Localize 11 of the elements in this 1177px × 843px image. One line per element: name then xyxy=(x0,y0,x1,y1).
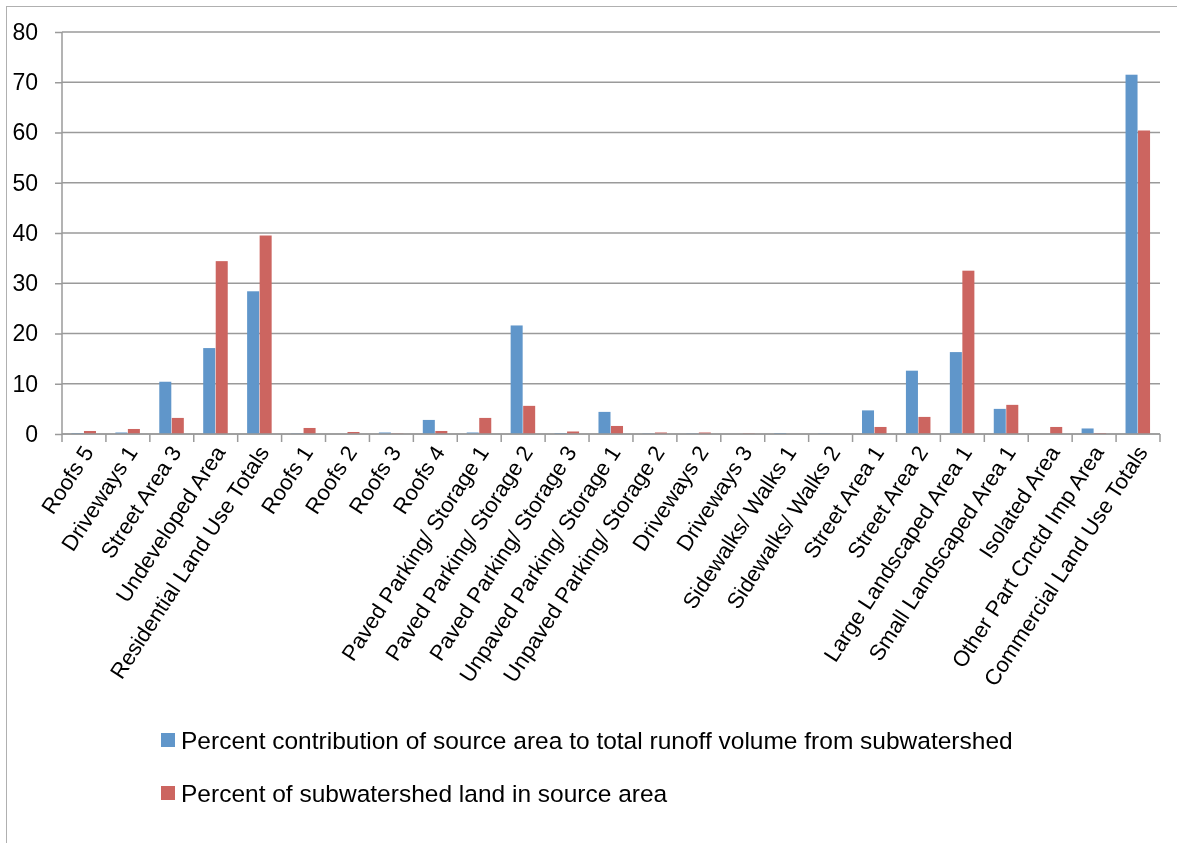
y-tick-label: 30 xyxy=(12,270,38,297)
y-tick-label: 40 xyxy=(12,219,38,246)
legend-label: Percent of subwatershed land in source area xyxy=(181,779,668,807)
y-tick-label: 20 xyxy=(12,320,38,347)
legend-label: Percent contribution of source area to total runoff volume from subwatershed xyxy=(181,726,1013,754)
y-tick-label: 60 xyxy=(12,119,38,146)
y-tick-label: 80 xyxy=(12,18,38,45)
y-tick-label: 50 xyxy=(12,169,38,196)
y-tick-label: 70 xyxy=(12,69,38,96)
y-tick-label: 0 xyxy=(25,420,38,447)
y-tick-label: 10 xyxy=(12,370,38,397)
